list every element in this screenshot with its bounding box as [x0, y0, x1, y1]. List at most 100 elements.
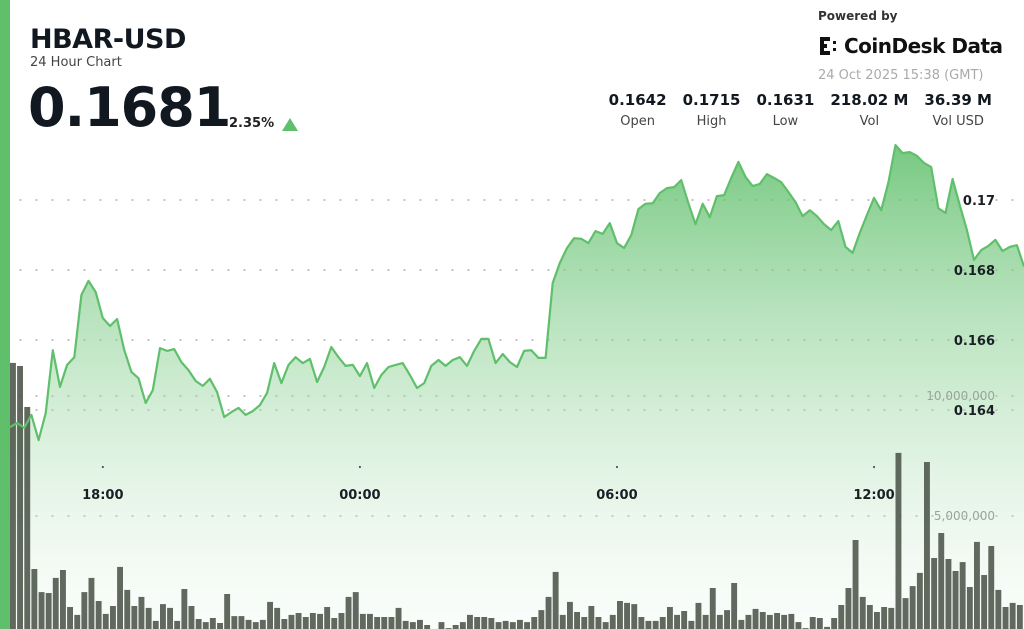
volume-bar: [117, 566, 123, 629]
volume-bar: [88, 577, 95, 629]
volume-bar: [759, 612, 766, 629]
volume-bar: [638, 617, 645, 629]
brand-logo: CoinDesk Data: [818, 34, 1003, 58]
volume-bar: [388, 617, 395, 629]
volume-bar: [538, 610, 545, 629]
volume-bar: [167, 607, 173, 629]
volume-bar: [509, 622, 516, 629]
volume-bar: [10, 362, 16, 629]
x-tick-mark: [615, 465, 619, 469]
volume-bar: [631, 604, 638, 629]
volume-bar: [681, 611, 688, 629]
volume-bar: [274, 607, 281, 629]
volume-bar: [452, 625, 459, 629]
price-tick-label: 0.164: [954, 404, 995, 419]
volume-bars: [10, 362, 1023, 629]
stat-vol-usd: 36.39 M Vol USD: [924, 91, 992, 129]
volume-bar: [652, 620, 659, 629]
volume-bar: [217, 623, 223, 629]
volume-bar: [945, 559, 952, 629]
volume-bar: [709, 588, 716, 629]
volume-bar: [795, 622, 802, 629]
volume-bar: [988, 546, 995, 629]
volume-bar: [617, 601, 623, 629]
volume-bar: [588, 606, 595, 629]
volume-bar: [359, 613, 366, 629]
volume-bar: [331, 618, 338, 629]
volume-bar: [881, 607, 888, 629]
volume-bar: [952, 571, 959, 629]
volume-bar: [866, 605, 873, 629]
volume-bar: [131, 606, 138, 629]
volume-bar: [816, 618, 823, 629]
price-line: [9, 144, 1024, 442]
volume-bar: [138, 596, 145, 629]
volume-bar: [324, 607, 331, 629]
volume-bar: [381, 617, 388, 629]
volume-bar: [267, 601, 273, 629]
volume-bar: [595, 617, 602, 629]
volume-bar: [916, 572, 923, 629]
volume-bar: [417, 619, 423, 629]
volume-bar: [738, 619, 745, 629]
volume-bar: [45, 593, 52, 629]
volume-bar: [181, 589, 188, 629]
volume-bar: [716, 614, 723, 629]
volume-bar: [52, 577, 59, 629]
volume-tick-label: 10,000,000: [926, 389, 995, 403]
volume-bar: [474, 617, 481, 629]
volume-bar: [345, 596, 352, 629]
volume-bar: [659, 617, 666, 629]
volume-bar: [902, 598, 909, 629]
volume-bar: [374, 617, 381, 629]
volume-bar: [145, 607, 152, 629]
volume-bar: [974, 541, 980, 629]
volume-bar: [224, 594, 231, 629]
volume-bar: [845, 588, 852, 629]
price-tick-label: 0.17: [963, 194, 995, 209]
volume-bar: [924, 462, 930, 629]
volume-bar: [488, 618, 495, 629]
volume-bar: [231, 616, 238, 629]
volume-bar: [309, 613, 316, 629]
volume-bar: [424, 625, 431, 629]
volume-bar: [1002, 607, 1009, 629]
volume-bar: [552, 571, 559, 629]
volume-bar: [495, 622, 502, 629]
volume-bar: [574, 612, 580, 629]
volume-bar: [238, 616, 245, 629]
volume-bar: [724, 610, 730, 629]
price-area: [10, 145, 1024, 629]
volume-bar: [395, 607, 402, 629]
powered-by: Powered by: [818, 9, 898, 23]
volume-bar: [752, 608, 759, 629]
volume-bar: [67, 607, 73, 629]
volume-bar: [688, 620, 695, 629]
volume-bar: [102, 613, 109, 629]
chart-subtitle: 24 Hour Chart: [30, 55, 122, 70]
volume-bar: [981, 575, 988, 629]
x-tick-mark: [101, 465, 104, 469]
volume-bar: [852, 540, 859, 629]
coindesk-logo-icon: [820, 37, 836, 55]
current-price: 0.1681: [28, 76, 231, 139]
stat-vol: 218.02 M Vol: [830, 91, 909, 129]
volume-bar: [581, 617, 588, 629]
volume-bar: [824, 626, 830, 629]
x-tick-label: 18:00: [82, 488, 123, 503]
volume-bar: [909, 586, 916, 629]
volume-bar: [624, 602, 630, 629]
volume-bar: [745, 614, 752, 629]
volume-bar: [531, 617, 538, 629]
volume-bar: [809, 617, 816, 629]
volume-bar: [438, 622, 445, 629]
volume-bar: [545, 596, 552, 629]
volume-bar: [174, 620, 181, 629]
volume-bar: [160, 604, 166, 629]
volume-bar: [202, 622, 209, 629]
volume-bar: [352, 592, 359, 629]
volume-bar: [524, 622, 530, 629]
volume-bar: [302, 617, 309, 629]
volume-bar: [838, 605, 845, 629]
x-tick-label: 12:00: [853, 488, 894, 503]
